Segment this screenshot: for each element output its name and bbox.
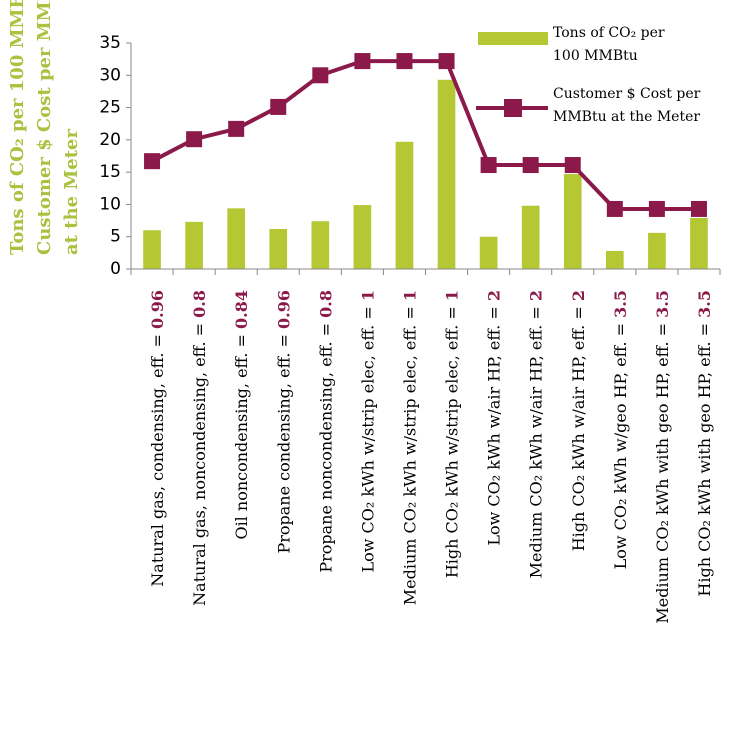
x-tick-label: Medium CO₂ kWh w/strip elec, eff. = 1 [400, 290, 419, 605]
line-marker [480, 157, 497, 174]
y-tick-label: 5 [110, 227, 121, 247]
bar [311, 221, 330, 269]
legend-label: MMBtu at the Meter [553, 109, 700, 125]
x-tick-label: Medium CO₂ kWh w/air HP, eff. = 2 [526, 290, 545, 578]
x-tick-label: High CO₂ kWh with geo HP, eff. = 3.5 [694, 290, 713, 597]
line-marker [564, 157, 581, 174]
bar [185, 221, 203, 269]
bar [605, 250, 624, 269]
legend-swatch [478, 32, 548, 45]
x-tick-label: High CO₂ kWh w/air HP, eff. = 2 [568, 290, 587, 551]
y-tick-label: 0 [110, 259, 121, 279]
x-tick-label: Propane noncondensing, eff. = 0.8 [316, 290, 335, 573]
legend-label: Customer $ Cost per [553, 86, 701, 102]
y-axis-label: Customer $ Cost per MMBtu [34, 0, 55, 255]
legend-label: 100 MMBtu [553, 48, 638, 64]
y-tick-label: 25 [99, 98, 121, 118]
line-marker [606, 200, 623, 217]
line-marker [186, 131, 203, 148]
y-tick-label: 20 [99, 130, 121, 150]
legend-swatch [504, 99, 522, 117]
y-tick-label: 15 [99, 162, 121, 182]
bar [395, 141, 414, 269]
y-tick-label: 35 [99, 33, 121, 53]
line-marker [228, 120, 245, 137]
line-marker [270, 98, 287, 115]
y-tick-label: 10 [99, 194, 121, 214]
line-marker [648, 200, 665, 217]
x-tick-label: High CO₂ kWh w/strip elec, eff. = 1 [442, 290, 461, 578]
bar [479, 236, 498, 269]
x-tick-label: Natural gas, condensing, eff. = 0.96 [148, 290, 167, 587]
x-tick-label: Medium CO₂ kWh with geo HP, eff. = 3.5 [652, 290, 671, 624]
x-tick-label: Natural gas, noncondensing, eff. = 0.8 [190, 290, 209, 606]
line-marker [354, 53, 371, 70]
bar [227, 208, 246, 269]
x-tick-label: Low CO₂ kWh w/strip elec, eff. = 1 [358, 290, 377, 573]
x-tick-label: Low CO₂ kWh w/geo HP, eff. = 3.5 [610, 290, 629, 569]
bar [563, 174, 582, 269]
y-tick-label: 30 [99, 65, 121, 85]
bar [521, 205, 540, 269]
line-marker [144, 153, 161, 170]
y-axis-label: Tons of CO₂ per 100 MMBtu [7, 0, 28, 255]
y-axis-label: at the Meter [61, 128, 82, 255]
legend-label: Tons of CO₂ per [553, 25, 665, 41]
bar [143, 230, 161, 269]
line-marker [438, 53, 455, 70]
line-marker [690, 200, 707, 217]
line-marker [522, 157, 539, 174]
line-marker [396, 53, 413, 70]
line-marker [312, 67, 329, 84]
x-tick-label: Low CO₂ kWh w/air HP, eff. = 2 [484, 290, 503, 546]
x-tick-label: Oil noncondensing, eff. = 0.84 [232, 290, 251, 540]
bar [269, 228, 288, 269]
bar [353, 205, 372, 269]
bar [648, 232, 666, 269]
x-tick-label: Propane condensing, eff. = 0.96 [274, 290, 293, 554]
bar [437, 79, 456, 269]
bar [690, 217, 708, 269]
